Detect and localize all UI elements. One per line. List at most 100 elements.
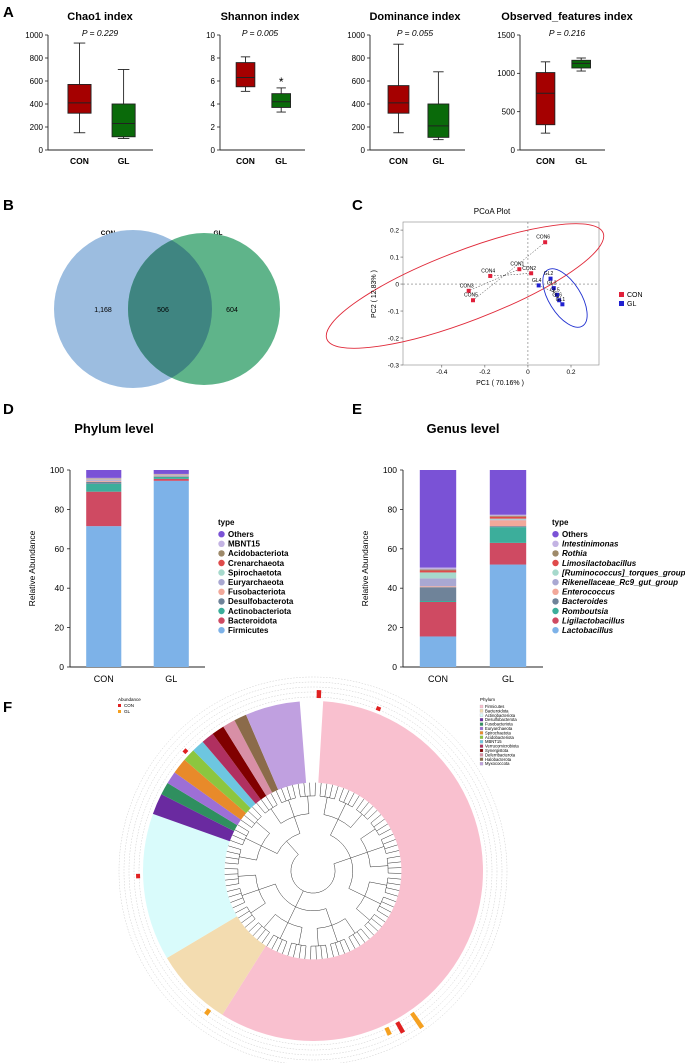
legend-swatch bbox=[552, 550, 559, 557]
panel-letter-f: F bbox=[3, 699, 12, 716]
tree-branch bbox=[271, 937, 279, 950]
tree-branch bbox=[330, 944, 334, 958]
tree-branch bbox=[286, 786, 292, 800]
tree-arc bbox=[237, 868, 240, 884]
tree-branch bbox=[333, 857, 351, 865]
tree-branch bbox=[376, 823, 388, 832]
p-value: P = 0.229 bbox=[82, 28, 119, 38]
y-tick-label: 400 bbox=[30, 100, 44, 109]
tree-branch bbox=[228, 845, 242, 850]
tree-branch bbox=[344, 939, 351, 952]
p-value: P = 0.055 bbox=[397, 28, 434, 38]
tree-branch bbox=[343, 790, 350, 803]
point-gl1 bbox=[560, 302, 565, 307]
phylum-legend-swatch bbox=[479, 744, 484, 748]
legend-swatch bbox=[218, 531, 225, 538]
tree-branch bbox=[298, 945, 302, 959]
bar-segment--ruminococcus-torques-group bbox=[489, 518, 527, 520]
point-label: GL5 bbox=[550, 287, 560, 293]
tree-branch bbox=[386, 850, 400, 854]
tree-branch bbox=[369, 881, 387, 886]
point-gl5 bbox=[555, 292, 559, 297]
x-tick-label: 0 bbox=[526, 369, 530, 376]
phylum-legend-label: MBNT15 bbox=[485, 739, 502, 744]
box-gl bbox=[271, 93, 292, 108]
legend-swatch bbox=[218, 550, 225, 557]
phylum-legend-label: Deferribacterota bbox=[485, 752, 516, 757]
abundance-mark bbox=[395, 1021, 406, 1034]
phylum-legend-swatch bbox=[479, 762, 484, 766]
x-tick-label: GL bbox=[502, 674, 514, 684]
y-tick-label: 1000 bbox=[347, 31, 365, 40]
tree-branch bbox=[376, 910, 389, 918]
legend-label: Rothia bbox=[562, 549, 587, 558]
bar-segment-intestinimonas bbox=[489, 514, 527, 516]
tree-branch bbox=[329, 784, 333, 798]
phylum-legend-swatch bbox=[479, 740, 484, 744]
bar-segment-rothia bbox=[489, 515, 527, 517]
x-tick-label: GL bbox=[432, 156, 444, 166]
tree-branch bbox=[370, 814, 382, 824]
y-tick-label: 1000 bbox=[497, 69, 515, 78]
y-tick-label: 1500 bbox=[497, 31, 515, 40]
x-tick-label: CON bbox=[389, 156, 408, 166]
legend-label-con: CON bbox=[627, 292, 643, 299]
sector-mbnt15 bbox=[193, 741, 256, 809]
tree-branch bbox=[303, 783, 306, 797]
x-tick-label: GL bbox=[165, 674, 177, 684]
tree-branch bbox=[360, 802, 369, 813]
pcoa-ylabel: PC2 ( 12.83% ) bbox=[371, 270, 378, 318]
tree-branch bbox=[363, 805, 374, 817]
tree-branch bbox=[237, 824, 250, 832]
tree-branch bbox=[330, 819, 339, 836]
abundance-legend-title: Abundance bbox=[118, 697, 141, 702]
x-tick-label: CON bbox=[236, 156, 255, 166]
legend-swatch bbox=[218, 598, 225, 605]
tree-branch bbox=[370, 865, 388, 868]
tree-branch bbox=[381, 901, 394, 908]
abundance-mark bbox=[375, 706, 382, 712]
sector-synergistota bbox=[212, 726, 267, 800]
tree-branch bbox=[331, 925, 338, 943]
phylum-legend-swatch bbox=[479, 713, 484, 717]
gl-confidence-ellipse bbox=[542, 268, 588, 328]
legend-swatch-con bbox=[619, 292, 624, 297]
box-con bbox=[235, 62, 256, 88]
y-tick-label: 0.2 bbox=[390, 227, 399, 234]
p-value: P = 0.216 bbox=[549, 28, 586, 38]
legend-label: Crenarchaeota bbox=[228, 559, 285, 568]
phylum-legend-label: Verrucomicrobiota bbox=[485, 744, 519, 749]
tree-branch bbox=[224, 873, 238, 875]
sector-spirochaetota bbox=[174, 759, 247, 820]
tree-branch bbox=[293, 816, 301, 834]
point-con5 bbox=[471, 298, 475, 303]
y-tick-label: -0.2 bbox=[388, 335, 400, 342]
legend-label: Enterococcus bbox=[562, 588, 615, 597]
bar-segment-firmicutes bbox=[86, 526, 122, 667]
legend-swatch bbox=[552, 607, 559, 615]
tree-branch bbox=[256, 821, 270, 834]
tree-branch bbox=[287, 942, 292, 956]
tree-branch bbox=[288, 799, 295, 817]
tree-arc bbox=[300, 795, 316, 798]
bar-segment-lactobacillus bbox=[419, 636, 457, 667]
legend-swatch bbox=[218, 627, 225, 634]
legend-label: Actinobacteriota bbox=[228, 607, 292, 616]
legend-swatch bbox=[218, 579, 225, 586]
point-label: CON1 bbox=[510, 262, 524, 268]
venn-label-gl: GL bbox=[213, 230, 222, 237]
legend-label: Bacteroidota bbox=[228, 616, 277, 625]
tree-branch bbox=[383, 839, 396, 845]
bar-segment-intestinimonas bbox=[419, 567, 457, 570]
tree-branch bbox=[270, 793, 278, 806]
box-title: Shannon index bbox=[221, 11, 301, 23]
legend-swatch bbox=[218, 540, 225, 547]
sector-myxococcota bbox=[246, 701, 307, 790]
venn-diagram: CON GL 1,168 506 604 bbox=[54, 230, 280, 388]
phylum-legend-swatch bbox=[479, 748, 484, 753]
tree-branch bbox=[304, 945, 307, 960]
y-tick-label: 40 bbox=[388, 583, 398, 593]
legend-label: Bacteroides bbox=[562, 597, 608, 606]
tree-branch bbox=[315, 946, 317, 960]
